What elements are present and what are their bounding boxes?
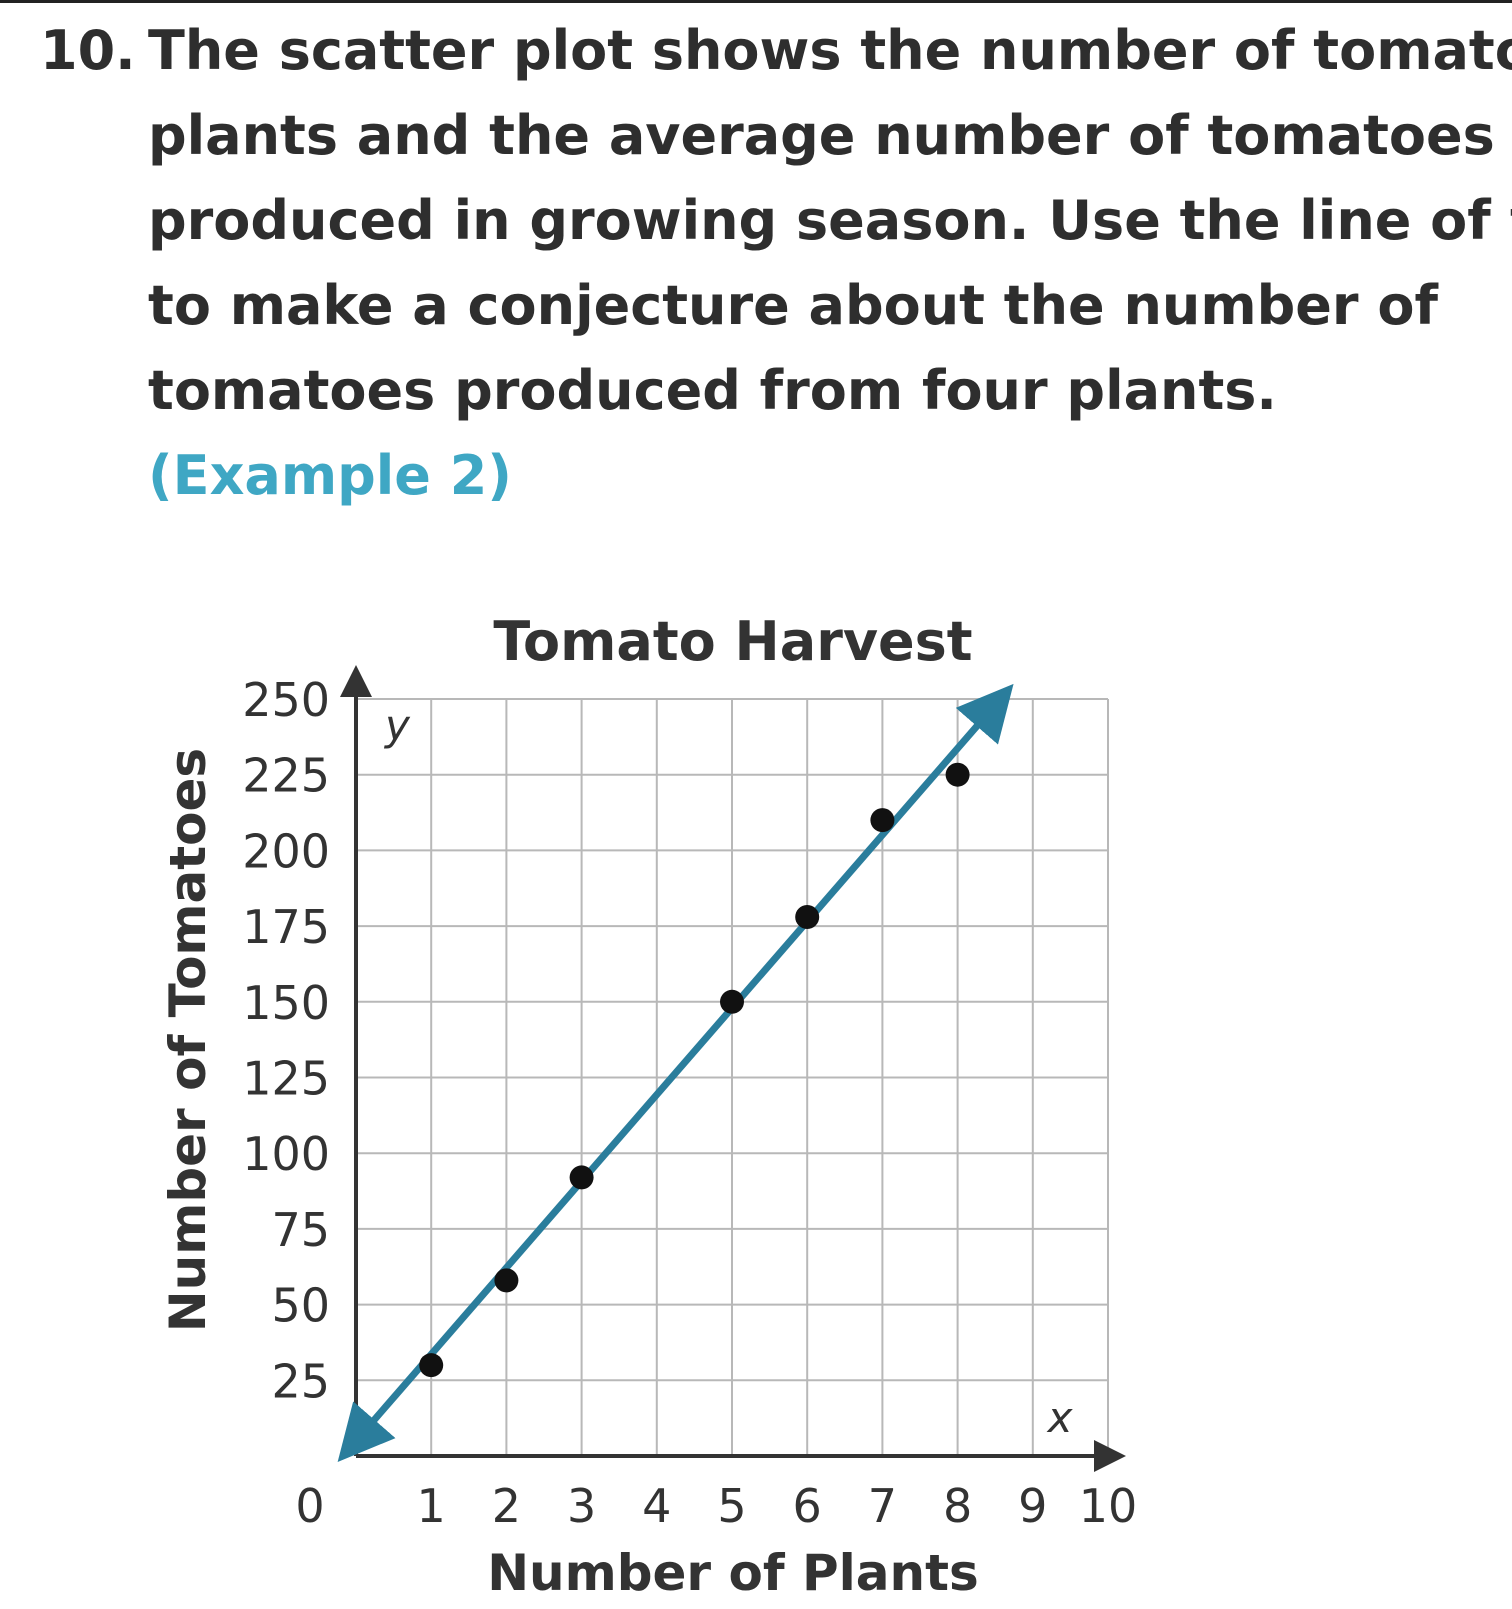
y-tick-label: 50 [271, 1279, 330, 1333]
data-point [795, 905, 820, 930]
y-tick-label: 200 [242, 824, 330, 878]
fit-line-group [337, 683, 1014, 1462]
x-tick-label: 0 [295, 1479, 324, 1533]
x-tick-label: 5 [717, 1479, 746, 1533]
x-tick-label: 8 [943, 1479, 972, 1533]
x-tick-label: 3 [567, 1479, 596, 1533]
x-tick-labels: 0 1 2 3 4 5 6 7 8 9 10 [295, 1479, 1137, 1533]
y-axis-title: Number of Tomatoes [159, 748, 217, 1332]
x-tick-label: 9 [1018, 1479, 1047, 1533]
x-tick-label: 6 [793, 1479, 822, 1533]
chart-title: Tomato Harvest [493, 610, 972, 673]
data-point [419, 1353, 444, 1378]
problem-text: The scatter plot shows the number of tom… [148, 8, 1512, 433]
y-var-label: y [383, 701, 411, 750]
y-tick-label: 75 [271, 1203, 330, 1257]
y-tick-label: 225 [242, 749, 330, 803]
problem-line: to make a conjecture about the number of [148, 274, 1438, 337]
problem-line: produced in growing season. Use the line… [148, 189, 1512, 252]
x-tick-label: 7 [868, 1479, 897, 1533]
problem-line: tomatoes produced from four plants. [148, 359, 1277, 422]
y-tick-label: 25 [271, 1354, 330, 1408]
data-points [419, 762, 970, 1378]
x-tick-label: 10 [1079, 1479, 1138, 1533]
x-tick-label: 2 [492, 1479, 521, 1533]
example-reference: (Example 2) [148, 444, 512, 507]
y-tick-label: 175 [242, 900, 330, 954]
data-point [870, 808, 895, 833]
y-tick-labels: 25 50 75 100 125 150 175 200 225 250 [242, 673, 330, 1408]
problem-line: The scatter plot shows the number of tom… [148, 19, 1512, 82]
y-tick-label: 125 [242, 1052, 330, 1106]
line-of-fit [337, 683, 1014, 1462]
data-point [720, 989, 744, 1014]
data-point [569, 1165, 594, 1190]
x-tick-label: 1 [417, 1479, 446, 1533]
data-point [494, 1268, 519, 1293]
top-rule [0, 0, 1512, 3]
y-tick-label: 150 [242, 976, 330, 1030]
chart-grid [356, 698, 1109, 1456]
x-axis-title: Number of Plants [487, 1544, 979, 1602]
y-tick-label: 250 [242, 673, 330, 727]
x-tick-label: 4 [642, 1479, 671, 1533]
y-tick-label: 100 [242, 1127, 330, 1181]
data-point [945, 762, 970, 787]
x-var-label: x [1046, 1393, 1074, 1442]
problem-number: 10. [40, 19, 136, 82]
problem-line: plants and the average number of tomatoe… [148, 104, 1495, 167]
